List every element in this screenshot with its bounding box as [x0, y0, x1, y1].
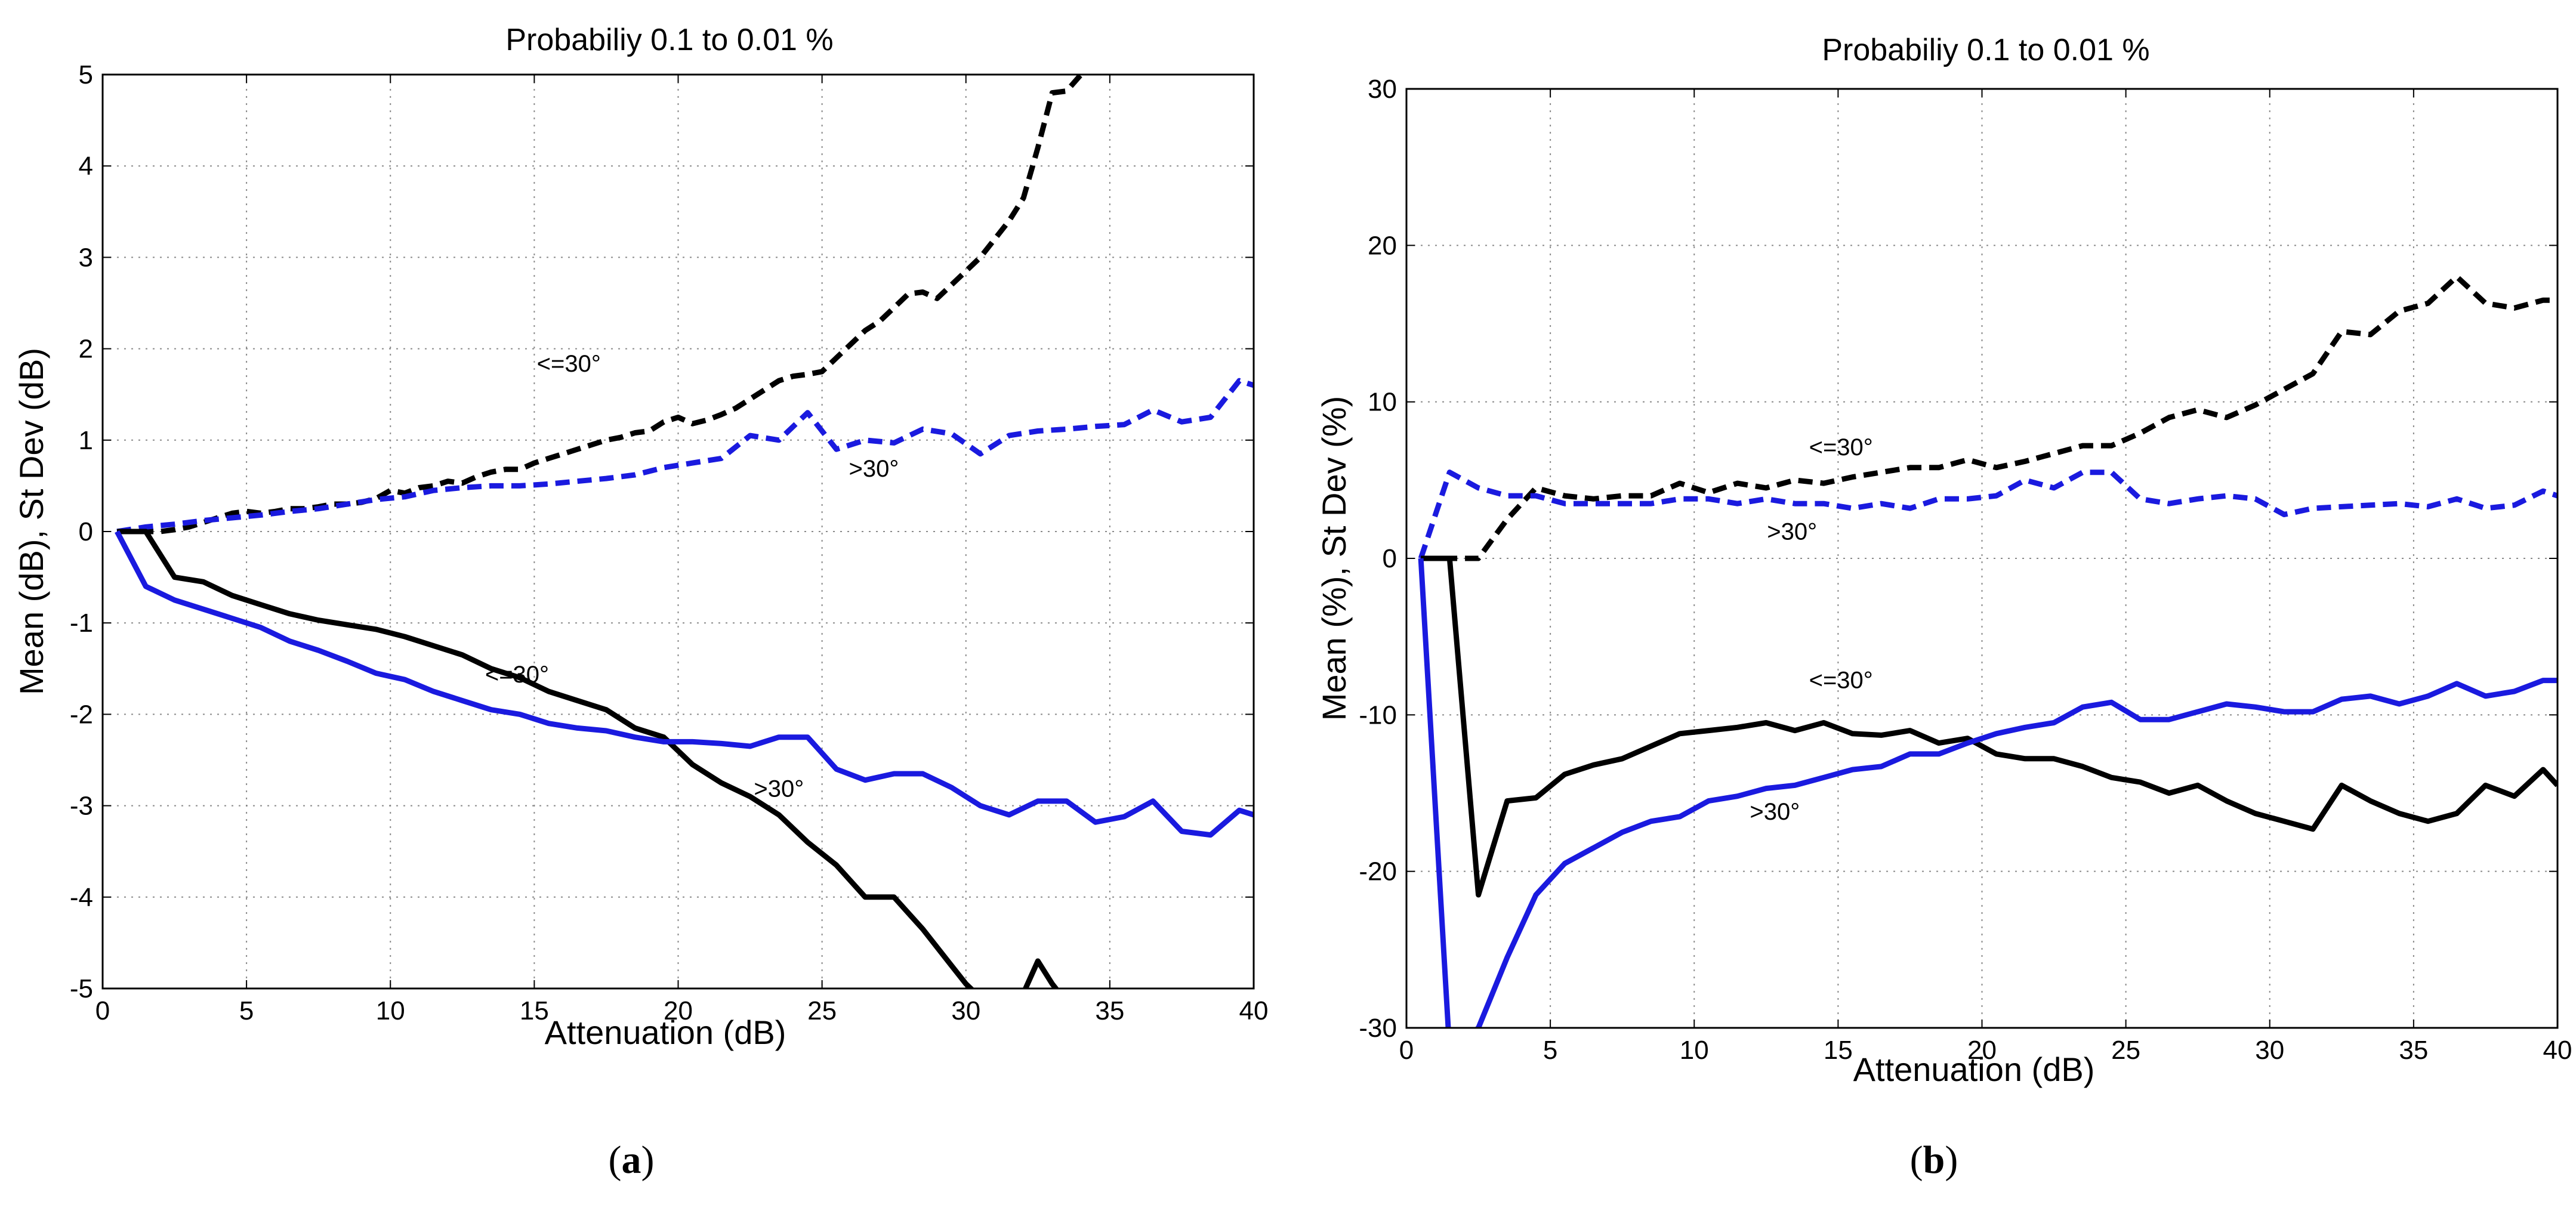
annotations: <=30° >30° <=30° >30°	[485, 351, 899, 802]
x-tick-label: 5	[239, 996, 254, 1025]
x-tick-label: 20	[664, 996, 693, 1025]
caption-letter: a	[622, 1138, 641, 1182]
y-tick-label: 10	[1368, 388, 1397, 417]
y-tick-label: -3	[70, 792, 93, 821]
x-tick-label: 5	[1543, 1036, 1557, 1065]
x-axis-label: Attenuation (dB)	[1853, 1051, 2095, 1088]
gridlines	[1406, 89, 2558, 1028]
caption-b: (b)	[1910, 1138, 1958, 1182]
chart-title: Probabiliy 0.1 to 0.01 %	[505, 23, 833, 57]
series-annotation: <=30°	[1809, 668, 1873, 694]
x-tick-label: 35	[2399, 1036, 2428, 1065]
series-annotation: <=30°	[537, 351, 601, 377]
y-tick-label: 1	[79, 426, 93, 455]
y-axis-label: Mean (dB), St Dev (dB)	[13, 348, 50, 695]
x-tick-label: 10	[376, 996, 405, 1025]
y-tick-label: -5	[70, 974, 93, 1003]
series-line	[1418, 469, 2558, 560]
y-axis-label: Mean (%), St Dev (%)	[1315, 396, 1353, 721]
x-tick-label: 35	[1095, 996, 1124, 1025]
x-tick-label: 40	[2543, 1036, 2572, 1065]
chart-panel-a: Probabiliy 0.1 to 0.01 % 0 5 10 15 20 25 30 35 4…	[13, 23, 1268, 1182]
series-annotation: >30°	[754, 776, 804, 802]
series-line	[117, 75, 1085, 535]
y-tick-label: 2	[79, 335, 93, 364]
chart-panel-b: Probabiliy 0.1 to 0.01 % 0 5 10 15 20 25 30 35 4…	[1315, 33, 2572, 1182]
y-tick-label: -1	[70, 608, 93, 638]
y-tick-label: 30	[1368, 75, 1397, 104]
x-tick-label: 25	[2111, 1036, 2140, 1065]
series-annotation: <=30°	[1809, 434, 1873, 461]
series-line	[116, 378, 1254, 535]
x-tick-label: 30	[2255, 1036, 2284, 1065]
series-lines	[115, 75, 1254, 988]
y-tick-label: 20	[1368, 231, 1397, 260]
series-annotation: >30°	[1767, 519, 1817, 545]
x-tick-label: 0	[1399, 1036, 1414, 1065]
x-tick-label: 15	[520, 996, 549, 1025]
chart-title: Probabiliy 0.1 to 0.01 %	[1822, 33, 2149, 67]
y-tick-label: 4	[79, 152, 93, 181]
tick-labels: 0 5 10 15 20 25 30 35 40 -5 -4 -3 -2 -1 0 1 2 3 4 5	[70, 60, 1269, 1025]
series-line	[117, 529, 1060, 988]
series-line	[115, 530, 1254, 838]
y-tick-label: -10	[1359, 700, 1397, 730]
x-tick-label: 20	[1967, 1036, 1997, 1065]
series-annotation: <=30°	[485, 662, 549, 688]
y-tick-label: 5	[79, 60, 93, 89]
x-tick-label: 40	[1239, 996, 1269, 1025]
x-tick-label: 15	[1824, 1036, 1853, 1065]
series-line	[1418, 558, 2558, 1028]
y-tick-label: 0	[1383, 544, 1397, 573]
y-tick-label: 0	[79, 517, 93, 546]
caption-letter: b	[1923, 1138, 1945, 1182]
y-tick-label: -30	[1359, 1014, 1397, 1043]
x-axis-label: Attenuation (dB)	[545, 1014, 786, 1051]
series-line	[1421, 555, 2558, 898]
caption-a: (a)	[609, 1138, 655, 1182]
series-annotation: >30°	[1750, 799, 1800, 825]
series-annotation: >30°	[849, 456, 899, 482]
series-line	[1421, 274, 2558, 561]
x-tick-label: 25	[807, 996, 837, 1025]
x-tick-label: 0	[95, 996, 110, 1025]
x-tick-label: 30	[951, 996, 980, 1025]
x-tick-label: 10	[1680, 1036, 1709, 1065]
y-tick-label: -2	[70, 700, 93, 729]
annotations: <=30° >30° <=30° >30°	[1750, 434, 1872, 825]
gridlines	[103, 75, 1254, 988]
tick-labels: 0 5 10 15 20 25 30 35 40 -30 -20 -10 0 10 20 30	[1359, 75, 2572, 1065]
y-tick-label: 3	[79, 243, 93, 272]
y-tick-label: -20	[1359, 857, 1397, 886]
y-tick-label: -4	[70, 883, 93, 912]
series-lines	[1418, 274, 2558, 1028]
